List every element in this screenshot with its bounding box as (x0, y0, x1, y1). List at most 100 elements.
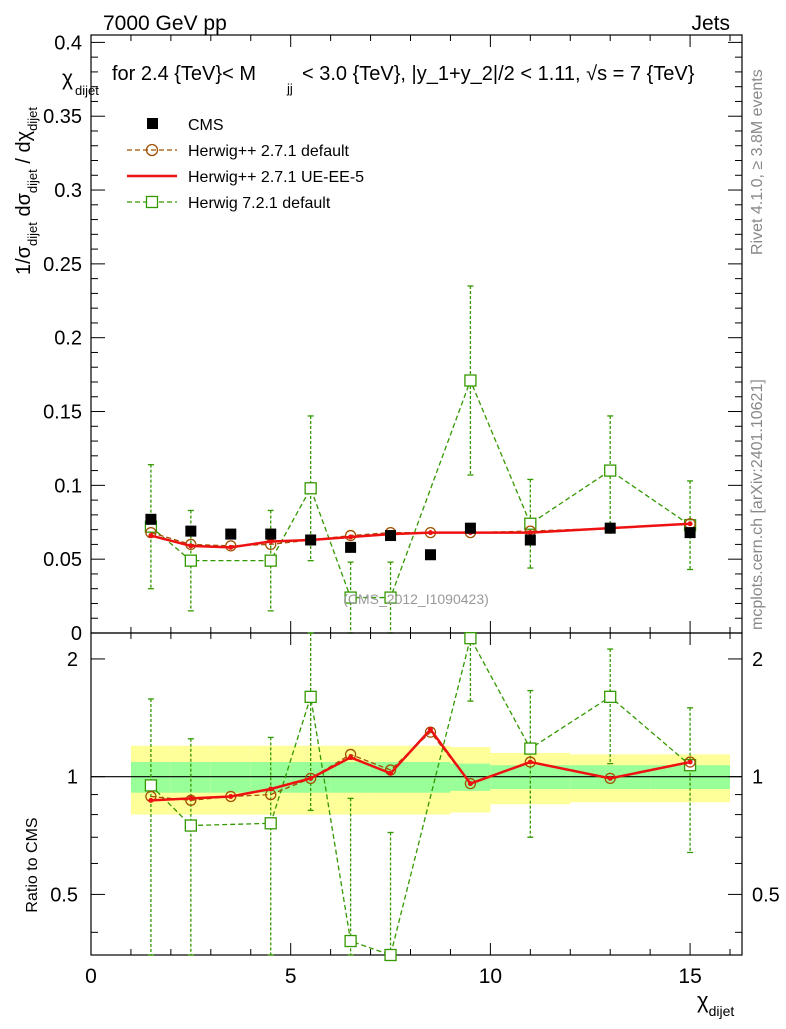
cms-point (524, 534, 536, 546)
cms-point (225, 528, 237, 540)
marker-herwigpp-ueee5 (268, 538, 274, 544)
marker-herwigpp-ueee5-ratio (228, 793, 234, 799)
marker-herwigpp-ueee5-ratio (687, 759, 693, 765)
marker-herwigpp-ueee5-ratio (268, 786, 274, 792)
cms-point (464, 522, 476, 534)
title-end: < 3.0 {TeV}, |y_1+y_2|/2 < 1.11, √s = 7 … (302, 63, 695, 85)
marker-herwig7-default-ratio (384, 948, 397, 962)
marker-herwigpp-ueee5-ratio (527, 759, 533, 765)
marker-herwigpp-default-ratio (185, 794, 197, 806)
band-inner (210, 762, 251, 793)
ratio-y-tick-label-right: 1 (752, 767, 763, 789)
ratio-frame (90, 632, 743, 956)
ratio-y-tick-label-right: 2 (752, 649, 763, 671)
marker-herwig7-default-ratio (524, 742, 537, 755)
band-inner (170, 762, 211, 793)
header-left: 7000 GeV pp (103, 12, 227, 35)
marker-herwigpp-ueee5-ratio (607, 775, 613, 781)
cms-point (604, 522, 616, 534)
ratio-y-tick-label-right: 0.5 (752, 884, 780, 906)
marker-herwigpp-ueee5 (148, 533, 154, 539)
svg-text:χ: χ (62, 67, 73, 90)
legend-marker-cms (147, 118, 158, 129)
legend: CMS Herwig++ 2.7.1 default Herwig++ 2.7.… (127, 117, 364, 212)
legend-label-herwigpp-ueee5: Herwig++ 2.7.1 UE-EE-5 (188, 169, 364, 186)
band-inner (410, 762, 451, 793)
x-tick-label: 0 (85, 965, 97, 988)
x-tick-label: 10 (479, 965, 502, 988)
cms-point (265, 528, 277, 540)
ratio-panel: 0 5 10 15 0.5 0.5 1 1 2 2 (50, 632, 780, 988)
marker-herwig7-default-ratio (184, 819, 197, 832)
ratio-y-tick-label: 1 (67, 767, 78, 789)
cms-point (385, 530, 397, 542)
marker-herwig7-default (184, 554, 197, 567)
marker-herwigpp-ueee5-ratio (427, 727, 433, 733)
marker-herwigpp-ueee5-ratio (388, 770, 394, 776)
cms-point (145, 513, 157, 525)
series-line-herwig7-default-ratio (150, 636, 691, 956)
header-right: Jets (691, 12, 730, 35)
series-line-herwig7-default (150, 378, 691, 599)
marker-herwigpp-ueee5 (527, 530, 533, 536)
y-axis-label: 1/σdijet dσdijet / dχdijet (13, 107, 40, 275)
marker-herwigpp-ueee5 (427, 530, 433, 536)
y-tick-label: 0.3 (54, 180, 82, 202)
y-tick-label: 0.15 (43, 402, 82, 424)
x-tick-label: 5 (285, 965, 297, 988)
legend-label-herwigpp-default: Herwig++ 2.7.1 default (188, 143, 350, 160)
series-line-herwigpp-ueee5 (150, 522, 691, 549)
marker-herwig7-default-ratio (344, 934, 357, 948)
legend-marker-herwigpp-default (145, 143, 159, 157)
x-axis-label: χdijet (697, 988, 734, 1019)
ratio-y-tick-label: 0.5 (50, 884, 78, 906)
marker-herwig7-default-ratio (464, 632, 477, 645)
marker-herwig7-default-ratio (604, 690, 617, 703)
title-chi-sub: dijet (75, 83, 99, 98)
marker-herwigpp-ueee5 (348, 534, 354, 540)
marker-herwigpp-ueee5 (228, 544, 234, 550)
y-tick-label: 0.35 (43, 106, 82, 128)
cms-point (345, 541, 357, 553)
marker-herwig7-default-ratio (304, 690, 317, 703)
side-text-bottom: mcplots.cern.ch [arXiv:2401.10621] (749, 379, 766, 630)
legend-label-cms: CMS (188, 117, 224, 134)
cms-point (424, 549, 436, 561)
cms-point (185, 525, 197, 537)
side-text-top: Rivet 4.1.0, ≥ 3.8M events (749, 69, 766, 255)
band-inner (330, 762, 371, 793)
y-tick-label: 0.2 (54, 328, 82, 350)
legend-marker-herwig7-default (145, 195, 159, 209)
marker-herwig7-default-ratio (264, 817, 277, 830)
y-tick-label: 0.25 (43, 254, 82, 276)
legend-label-herwig7-default: Herwig 7.2.1 default (188, 195, 331, 212)
series-line-herwigpp-ueee5-ratio (150, 727, 691, 802)
marker-herwig7-default (304, 482, 317, 495)
marker-herwigpp-default-ratio (305, 772, 317, 785)
y-tick-label: 0 (71, 623, 82, 645)
y-tick-label: 0.1 (54, 475, 82, 497)
x-tick-label: 15 (678, 965, 701, 988)
watermark: (CMS_2012_I1090423) (343, 591, 489, 607)
marker-herwigpp-ueee5-ratio (308, 775, 314, 781)
marker-herwig7-default (464, 374, 477, 387)
marker-herwigpp-ueee5 (687, 521, 693, 527)
marker-herwig7-default (344, 591, 357, 604)
title-jj: jj (286, 81, 293, 96)
marker-herwigpp-ueee5-ratio (148, 797, 154, 803)
marker-herwigpp-ueee5-ratio (348, 754, 354, 760)
y-tick-label: 0.4 (54, 32, 82, 54)
marker-herwig7-default (604, 464, 617, 477)
main-panel: 0 0.05 0.1 0.15 0.2 0.25 0.3 0.35 0.4 (43, 32, 743, 645)
marker-herwig7-default (264, 554, 277, 567)
cms-point (305, 534, 317, 546)
marker-herwigpp-ueee5-ratio (188, 795, 194, 801)
marker-herwig7-default-ratio (144, 779, 158, 792)
ratio-y-label: Ratio to CMS (24, 817, 41, 912)
cms-point (684, 527, 696, 539)
ratio-y-tick-label: 2 (67, 649, 78, 671)
marker-herwigpp-ueee5-ratio (467, 781, 473, 787)
marker-herwig7-default (384, 591, 397, 604)
y-tick-label: 0.05 (43, 549, 82, 571)
